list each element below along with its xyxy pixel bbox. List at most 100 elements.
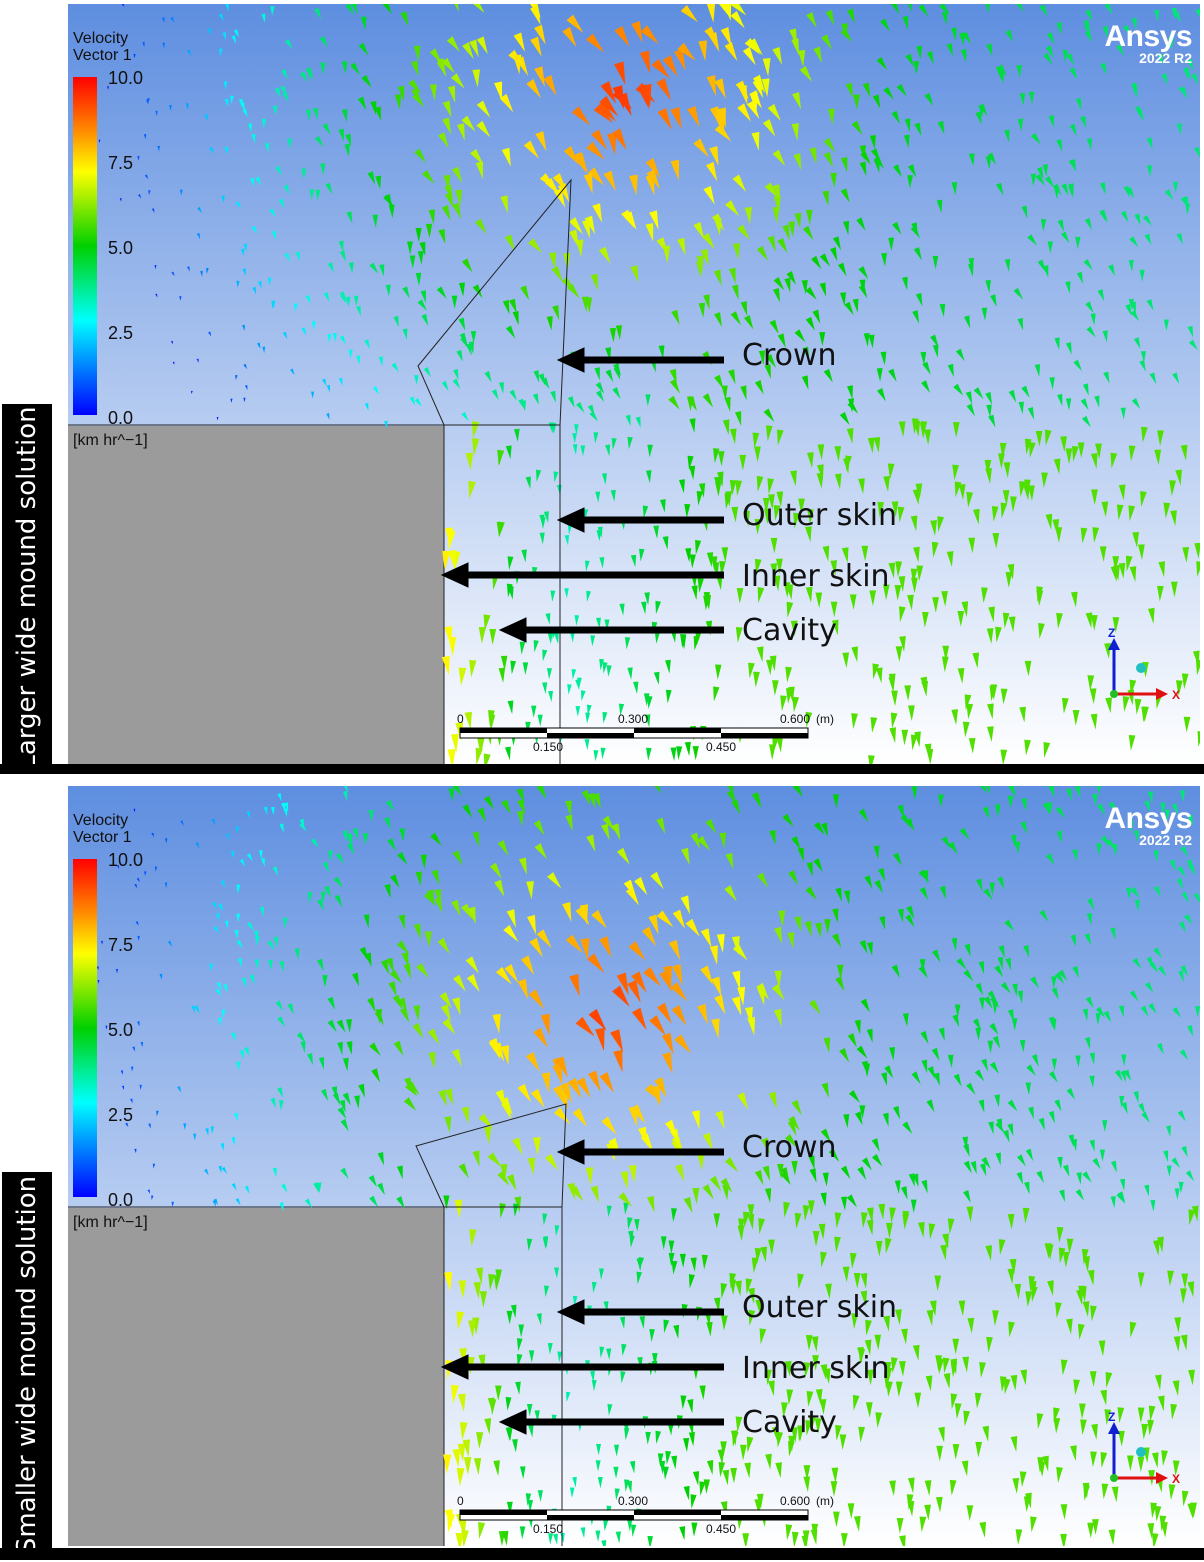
velocity-arrow [722, 1469, 730, 1486]
velocity-arrow [1179, 921, 1186, 933]
velocity-arrow [1119, 1178, 1126, 1191]
velocity-arrow [720, 1283, 728, 1299]
velocity-arrow [689, 554, 696, 569]
velocity-arrow [890, 4, 900, 15]
velocity-arrow [959, 32, 965, 46]
velocity-arrow [1056, 139, 1063, 152]
velocity-arrow [761, 1137, 770, 1154]
velocity-arrow [1010, 496, 1017, 513]
velocity-arrow [1038, 623, 1045, 639]
brand-name: Ansys [1104, 20, 1192, 53]
velocity-arrow [326, 384, 330, 393]
velocity-arrow [974, 1069, 985, 1082]
velocity-arrow [1108, 1529, 1116, 1546]
velocity-arrow [1181, 1273, 1189, 1290]
velocity-arrow [649, 210, 659, 230]
velocity-arrow [901, 729, 909, 746]
velocity-arrow [155, 293, 158, 298]
velocity-arrow [1075, 98, 1082, 111]
velocity-arrow [913, 247, 922, 261]
velocity-arrow [830, 601, 838, 618]
velocity-arrow [388, 981, 397, 997]
velocity-arrow [1139, 359, 1146, 372]
velocity-arrow [462, 804, 473, 818]
velocity-arrow [916, 45, 923, 60]
velocity-arrow [1060, 231, 1070, 244]
velocity-arrow [866, 1028, 873, 1043]
velocity-arrow [882, 584, 890, 601]
velocity-arrow [555, 1056, 568, 1078]
velocity-arrow [448, 788, 455, 802]
velocity-arrow [1087, 1522, 1094, 1539]
velocity-arrow [752, 74, 766, 94]
velocity-arrow [444, 1116, 452, 1133]
velocity-arrow [613, 366, 621, 380]
velocity-arrow [483, 614, 491, 631]
velocity-arrow [1147, 791, 1153, 804]
velocity-arrow [670, 106, 682, 130]
velocity-arrow [893, 852, 902, 866]
velocity-arrow [544, 1285, 550, 1298]
velocity-arrow [1042, 802, 1051, 815]
cfd-panel-bottom: Velocity Vector 1 10.0 7.5 5.0 2.5 0.0 [… [68, 786, 1200, 1546]
velocity-arrow [672, 964, 683, 986]
velocity-arrow [338, 377, 343, 386]
velocity-arrow [553, 1533, 558, 1545]
scale-0-600: 0.600 [780, 712, 811, 726]
velocity-arrow [884, 1065, 894, 1079]
velocity-arrow [155, 110, 158, 117]
velocity-arrow [895, 561, 903, 577]
velocity-arrow [1187, 59, 1194, 71]
velocity-arrow [1172, 372, 1180, 384]
velocity-arrow [450, 733, 459, 753]
velocity-arrow [1111, 1486, 1119, 1503]
velocity-arrow [1045, 513, 1053, 530]
velocity-arrow [1011, 1018, 1018, 1031]
velocity-arrow [982, 806, 990, 820]
velocity-arrow [1153, 850, 1159, 862]
velocity-arrow [1186, 859, 1192, 872]
velocity-arrow [530, 1088, 545, 1108]
velocity-arrow [688, 1431, 695, 1447]
velocity-arrow [478, 1522, 486, 1540]
velocity-arrow [390, 874, 400, 888]
velocity-arrow [1086, 326, 1096, 338]
velocity-arrow [794, 329, 806, 343]
velocity-arrow [794, 916, 802, 933]
velocity-arrow [951, 709, 959, 726]
velocity-arrow [510, 1304, 517, 1319]
velocity-arrow [284, 252, 291, 262]
velocity-arrow [835, 976, 845, 992]
velocity-arrow [580, 1527, 586, 1539]
velocity-arrow [476, 120, 491, 138]
velocity-arrow [911, 418, 919, 435]
velocity-arrow [857, 1346, 864, 1363]
velocity-arrow [785, 1134, 798, 1148]
velocity-arrow [770, 563, 777, 579]
velocity-arrow [937, 120, 945, 135]
velocity-arrow [495, 1385, 502, 1401]
ansys-logo: Ansys 2022 R2 [1104, 802, 1192, 848]
velocity-arrow [807, 452, 814, 468]
velocity-arrow [995, 66, 1002, 80]
velocity-arrow [393, 315, 399, 328]
velocity-arrow [805, 286, 817, 300]
velocity-arrow [739, 1444, 747, 1461]
velocity-arrow [887, 463, 895, 480]
velocity-arrow [444, 1088, 454, 1106]
velocity-arrow [657, 1453, 664, 1467]
velocity-arrow [472, 1150, 480, 1167]
velocity-arrow [966, 1082, 976, 1095]
velocity-arrow [275, 1000, 284, 1011]
velocity-arrow [1005, 957, 1012, 971]
velocity-arrow [866, 1369, 874, 1386]
velocity-arrow [815, 922, 822, 939]
velocity-arrow [275, 165, 282, 176]
velocity-arrow [823, 151, 834, 168]
velocity-arrow [670, 747, 677, 762]
velocity-arrow [926, 51, 934, 65]
velocity-arrow [1180, 965, 1189, 977]
velocity-arrow [1076, 1172, 1082, 1185]
velocity-arrow [414, 375, 419, 386]
velocity-arrow [860, 998, 870, 1013]
